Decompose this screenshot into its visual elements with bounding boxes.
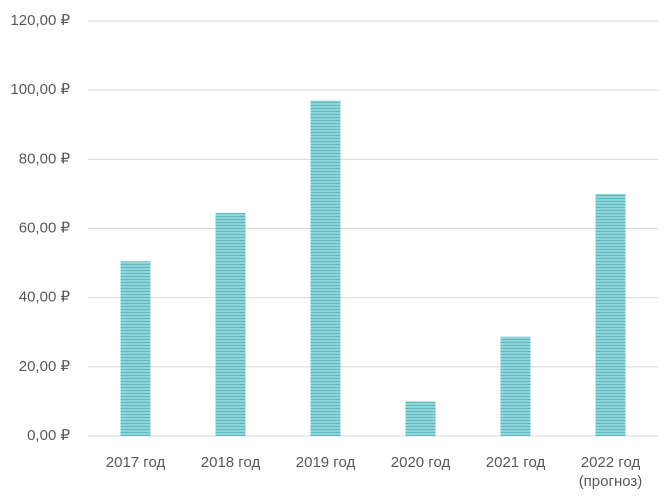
x-tick-label: 2022 год (прогноз) [578,454,643,490]
bar [215,212,246,436]
bar [310,100,341,437]
bar [595,193,626,436]
x-tick-label: 2018 год [200,454,261,471]
y-tick-label: 20,00 ₽ [19,358,71,375]
x-tick-label: 2017 год [105,454,166,471]
y-tick-label: 120,00 ₽ [10,12,70,29]
x-tick-label: 2020 год [390,454,451,471]
y-tick-label: 60,00 ₽ [19,219,71,236]
bar [120,261,151,436]
y-tick-label: 80,00 ₽ [19,150,71,167]
y-tick-label: 40,00 ₽ [19,289,71,306]
y-tick-label: 0,00 ₽ [27,427,70,444]
x-tick-label: 2021 год [485,454,546,471]
bar [405,401,436,436]
x-tick-label: 2019 год [295,454,356,471]
bar [500,336,531,436]
y-tick-label: 100,00 ₽ [10,81,70,98]
